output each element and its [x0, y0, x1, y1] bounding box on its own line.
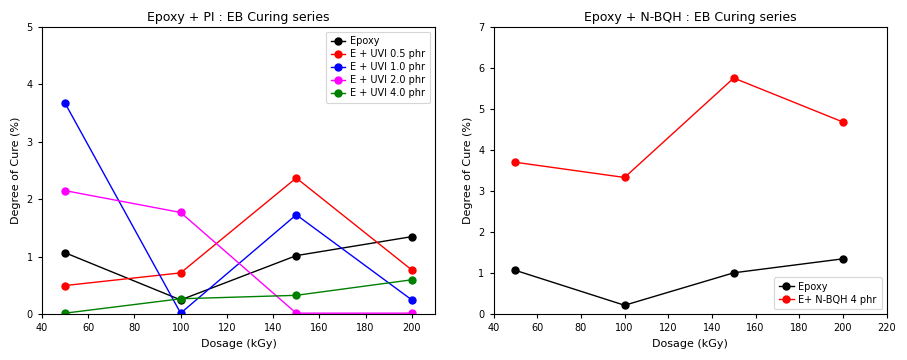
Epoxy — [60, 251, 71, 255]
Line: E + UVI 1.0 phr: E + UVI 1.0 phr — [62, 100, 415, 317]
Epoxy — [728, 271, 739, 275]
Legend: Epoxy, E+ N-BQH 4 phr: Epoxy, E+ N-BQH 4 phr — [775, 277, 882, 310]
Epoxy — [175, 298, 186, 302]
E+ N-BQH 4 phr — [728, 76, 739, 80]
E + UVI 1.0 phr — [406, 298, 417, 302]
Epoxy — [510, 268, 521, 273]
X-axis label: Dosage (kGy): Dosage (kGy) — [652, 339, 728, 349]
E + UVI 0.5 phr — [406, 268, 417, 272]
Epoxy — [619, 303, 630, 307]
E + UVI 2.0 phr — [175, 210, 186, 215]
E + UVI 2.0 phr — [291, 311, 302, 315]
Line: E + UVI 2.0 phr: E + UVI 2.0 phr — [62, 187, 415, 317]
E + UVI 4.0 phr — [291, 293, 302, 297]
Epoxy — [837, 257, 848, 261]
Line: Epoxy: Epoxy — [512, 255, 846, 309]
E+ N-BQH 4 phr — [837, 120, 848, 124]
Line: Epoxy: Epoxy — [62, 233, 415, 303]
Legend: Epoxy, E + UVI 0.5 phr, E + UVI 1.0 phr, E + UVI 2.0 phr, E + UVI 4.0 phr: Epoxy, E + UVI 0.5 phr, E + UVI 1.0 phr,… — [326, 32, 430, 103]
E + UVI 0.5 phr — [60, 283, 71, 288]
E + UVI 4.0 phr — [60, 311, 71, 315]
E+ N-BQH 4 phr — [510, 160, 521, 165]
X-axis label: Dosage (kGy): Dosage (kGy) — [200, 339, 277, 349]
E+ N-BQH 4 phr — [619, 175, 630, 180]
Line: E + UVI 0.5 phr: E + UVI 0.5 phr — [62, 175, 415, 289]
E + UVI 2.0 phr — [406, 311, 417, 315]
Y-axis label: Degree of Cure (%): Degree of Cure (%) — [463, 117, 473, 224]
Line: E+ N-BQH 4 phr: E+ N-BQH 4 phr — [512, 75, 846, 181]
Title: Epoxy + N-BQH : EB Curing series: Epoxy + N-BQH : EB Curing series — [584, 11, 796, 24]
Y-axis label: Degree of Cure (%): Degree of Cure (%) — [11, 117, 21, 224]
E + UVI 4.0 phr — [175, 297, 186, 301]
E + UVI 1.0 phr — [175, 311, 186, 315]
E + UVI 0.5 phr — [291, 176, 302, 180]
E + UVI 1.0 phr — [291, 213, 302, 217]
E + UVI 1.0 phr — [60, 101, 71, 105]
Epoxy — [406, 234, 417, 239]
Epoxy — [291, 253, 302, 258]
Title: Epoxy + PI : EB Curing series: Epoxy + PI : EB Curing series — [147, 11, 330, 24]
E + UVI 0.5 phr — [175, 271, 186, 275]
E + UVI 2.0 phr — [60, 189, 71, 193]
Line: E + UVI 4.0 phr: E + UVI 4.0 phr — [62, 276, 415, 317]
E + UVI 4.0 phr — [406, 278, 417, 282]
